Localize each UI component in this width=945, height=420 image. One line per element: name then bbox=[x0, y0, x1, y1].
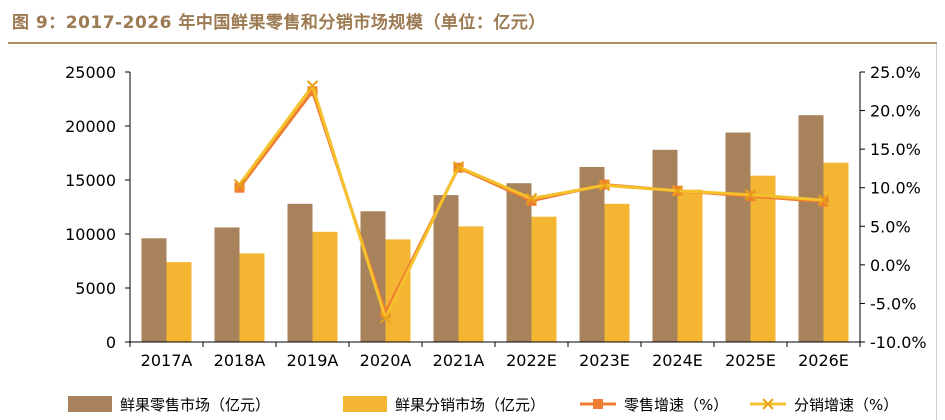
x-tick-label-3: 2020A bbox=[360, 351, 412, 370]
retail-growth-marker-0 bbox=[234, 182, 245, 193]
x-tick-label-4: 2021A bbox=[433, 351, 485, 370]
left-tick-label-5: 25000 bbox=[65, 63, 116, 82]
left-tick-label-3: 15000 bbox=[65, 171, 116, 190]
retail-bar-4 bbox=[433, 195, 459, 342]
distribution-bar-9 bbox=[823, 162, 849, 342]
axes-group bbox=[125, 71, 865, 347]
distribution-bar-1 bbox=[239, 253, 265, 342]
legend-label-2: 零售增速（%） bbox=[624, 396, 728, 414]
left-tick-label-2: 10000 bbox=[65, 225, 116, 244]
x-tick-label-7: 2024E bbox=[652, 351, 703, 370]
ticks-group: 0 5000 10000 15000 20000 25000 -10.0% -5.0% 0.0%… bbox=[65, 63, 927, 370]
legend-group: 鲜果零售市场（亿元） 鲜果分销市场（亿元） 零售增速（%） 分销增速（%） bbox=[68, 396, 898, 414]
right-tick-label-4: 10.0% bbox=[870, 179, 921, 198]
lines-group bbox=[233, 80, 830, 324]
retail-bar-7 bbox=[652, 149, 678, 342]
distribution-growth-marker-4 bbox=[525, 192, 538, 205]
legend-label-3: 分销增速（%） bbox=[794, 396, 898, 414]
distribution-bar-7 bbox=[677, 189, 703, 342]
right-tick-label-7: 25.0% bbox=[870, 63, 921, 82]
distribution-bar-8 bbox=[750, 175, 776, 342]
distribution-bar-4 bbox=[458, 226, 484, 342]
distribution-bar-0 bbox=[166, 262, 192, 342]
x-tick-label-0: 2017A bbox=[141, 351, 193, 370]
distribution-bar-5 bbox=[531, 216, 557, 342]
legend-marker-3 bbox=[762, 398, 774, 410]
x-tick-label-6: 2023E bbox=[579, 351, 630, 370]
title-underline bbox=[8, 42, 937, 44]
distribution-growth-marker-2 bbox=[379, 312, 392, 324]
retail-growth-marker-2 bbox=[380, 307, 391, 318]
x-tick-label-9: 2026E bbox=[798, 351, 849, 370]
distribution-growth-marker-0 bbox=[233, 178, 246, 191]
retail-bar-5 bbox=[506, 183, 532, 342]
retail-growth-marker-8 bbox=[818, 196, 829, 207]
left-tick-label-0: 0 bbox=[106, 333, 116, 352]
x-tick-label-5: 2022E bbox=[506, 351, 557, 370]
legend-swatch-1 bbox=[343, 396, 387, 412]
retail-growth-marker-4 bbox=[526, 195, 537, 206]
legend-swatch-0 bbox=[68, 396, 112, 412]
retail-bar-8 bbox=[725, 132, 751, 342]
retail-bar-1 bbox=[214, 227, 240, 342]
legend-marker-2 bbox=[593, 399, 603, 409]
frame-right-border bbox=[936, 44, 937, 420]
distribution-growth-marker-3 bbox=[452, 161, 465, 173]
right-tick-label-0: -10.0% bbox=[870, 333, 927, 352]
right-tick-label-5: 15.0% bbox=[870, 140, 921, 159]
distribution-bar-6 bbox=[604, 203, 630, 342]
right-tick-label-2: 0.0% bbox=[870, 256, 911, 275]
x-tick-label-2: 2019A bbox=[287, 351, 339, 370]
retail-bar-6 bbox=[579, 167, 605, 342]
distribution-bar-2 bbox=[312, 231, 338, 342]
retail-bar-2 bbox=[287, 203, 313, 342]
distribution-growth-marker-6 bbox=[671, 185, 684, 197]
distribution-growth-marker-8 bbox=[817, 194, 830, 206]
right-tick-label-3: 5.0% bbox=[870, 217, 911, 236]
bars-group bbox=[141, 115, 849, 342]
distribution-growth-marker-5 bbox=[598, 179, 611, 192]
legend-label-0: 鲜果零售市场（亿元） bbox=[120, 396, 270, 414]
distribution-growth-marker-1 bbox=[306, 80, 319, 92]
right-tick-label-1: -5.0% bbox=[870, 294, 916, 313]
retail-bar-9 bbox=[798, 115, 824, 342]
retail-growth-marker-1 bbox=[307, 86, 318, 97]
chart-title: 图 9：2017-2026 年中国鲜果零售和分销市场规模（单位：亿元） bbox=[12, 13, 546, 33]
right-tick-label-6: 20.0% bbox=[870, 102, 921, 121]
distribution-growth-marker-7 bbox=[744, 188, 757, 201]
x-tick-label-1: 2018A bbox=[214, 351, 266, 370]
x-tick-label-8: 2025E bbox=[725, 351, 776, 370]
legend-label-1: 鲜果分销市场（亿元） bbox=[395, 396, 545, 414]
left-tick-label-4: 20000 bbox=[65, 117, 116, 136]
retail-bar-0 bbox=[141, 238, 167, 342]
left-tick-label-1: 5000 bbox=[75, 279, 116, 298]
